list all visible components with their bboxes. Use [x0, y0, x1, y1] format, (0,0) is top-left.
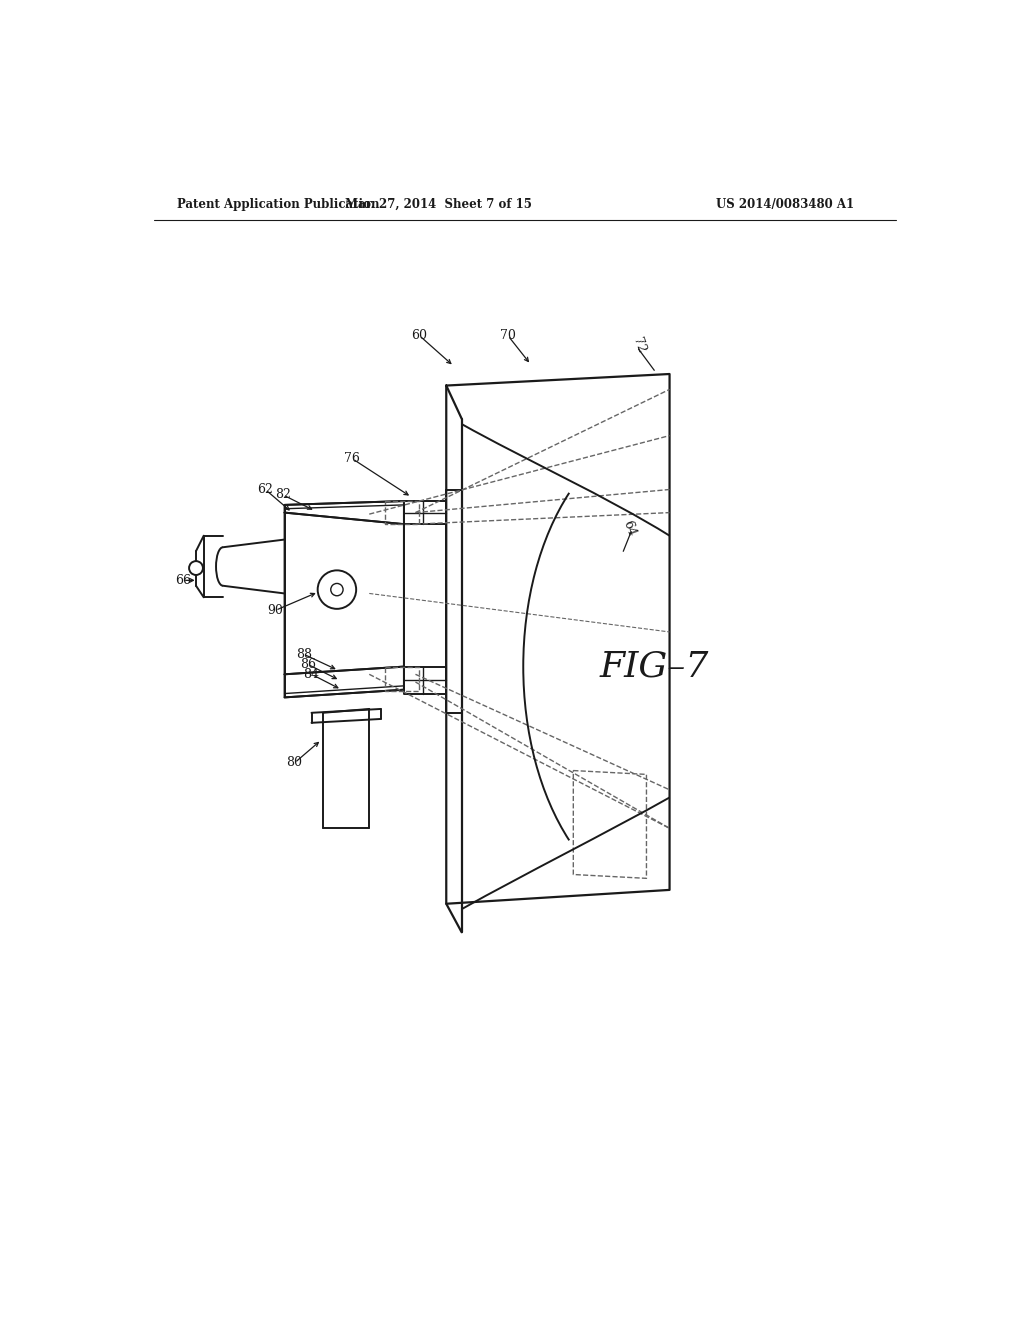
Polygon shape: [403, 502, 446, 524]
Text: Patent Application Publication: Patent Application Publication: [177, 198, 379, 211]
Text: 72: 72: [630, 335, 647, 355]
Text: 66: 66: [175, 574, 190, 587]
Polygon shape: [285, 512, 403, 675]
Text: 76: 76: [344, 453, 360, 465]
Text: 80: 80: [287, 756, 302, 770]
Polygon shape: [285, 502, 403, 524]
Text: 62: 62: [257, 483, 273, 496]
Text: 70: 70: [500, 329, 516, 342]
Text: FIG–7: FIG–7: [599, 649, 709, 684]
Circle shape: [331, 583, 343, 595]
Text: 64: 64: [621, 519, 638, 537]
Polygon shape: [285, 667, 403, 697]
Polygon shape: [446, 374, 670, 904]
Text: 60: 60: [412, 329, 427, 342]
Circle shape: [317, 570, 356, 609]
Polygon shape: [403, 667, 446, 693]
Text: 82: 82: [275, 488, 291, 502]
Text: Mar. 27, 2014  Sheet 7 of 15: Mar. 27, 2014 Sheet 7 of 15: [345, 198, 532, 211]
Text: US 2014/0083480 A1: US 2014/0083480 A1: [716, 198, 854, 211]
Text: 88: 88: [296, 648, 312, 661]
Circle shape: [189, 561, 203, 576]
Text: 86: 86: [300, 657, 315, 671]
Text: 84: 84: [303, 668, 319, 681]
Text: 90: 90: [267, 603, 284, 616]
